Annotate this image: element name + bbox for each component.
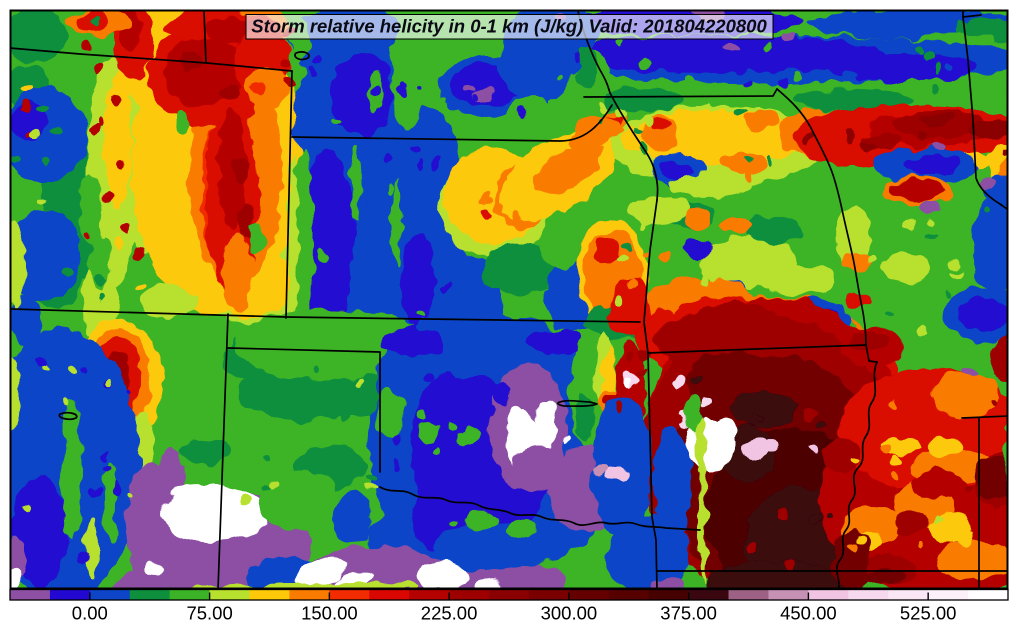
svg-text:225.00: 225.00 (421, 603, 478, 624)
svg-text:150.00: 150.00 (301, 603, 358, 624)
svg-text:525.00: 525.00 (900, 603, 957, 624)
svg-text:450.00: 450.00 (780, 603, 837, 624)
svg-text:375.00: 375.00 (660, 603, 717, 624)
svg-text:300.00: 300.00 (541, 603, 598, 624)
svg-text:75.00: 75.00 (186, 603, 232, 624)
svg-text:0.00: 0.00 (72, 603, 108, 624)
svg-text:Storm relative helicity in 0-1: Storm relative helicity in 0-1 km (J/kg)… (251, 16, 767, 37)
